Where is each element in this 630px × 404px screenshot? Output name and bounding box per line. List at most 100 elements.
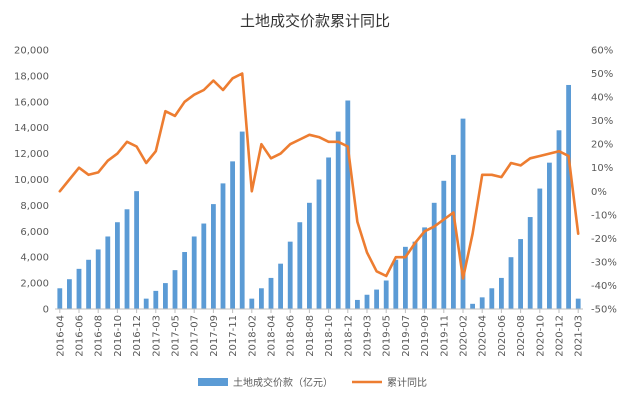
- x-tick-label: 2018-12: [343, 315, 354, 357]
- legend-line-label: 累计同比: [387, 376, 427, 389]
- bar: [287, 241, 293, 309]
- bar: [86, 259, 91, 309]
- x-tick-label: 2016-04: [55, 315, 66, 357]
- bar: [76, 268, 82, 309]
- legend-bar-swatch: [198, 378, 228, 386]
- right-tick-label: 60%: [591, 46, 613, 57]
- right-tick-label: 0%: [591, 187, 607, 198]
- right-tick-label: 40%: [591, 93, 613, 104]
- x-tick-label: 2017-03: [151, 315, 162, 357]
- x-tick-label: 2018-04: [267, 315, 278, 357]
- bar: [412, 241, 418, 309]
- bar: [403, 246, 408, 309]
- right-tick-label: -50%: [591, 305, 617, 316]
- x-tick-label: 2017-05: [171, 315, 182, 357]
- bar: [547, 162, 552, 309]
- bar: [479, 297, 485, 309]
- line-path: [58, 72, 580, 280]
- right-tick-label: 10%: [591, 163, 613, 174]
- right-tick-label: 20%: [591, 140, 613, 151]
- left-tick-label: 8,000: [20, 201, 49, 212]
- bar: [374, 289, 379, 309]
- right-tick-label: -10%: [591, 210, 617, 221]
- bar: [230, 161, 235, 309]
- bar: [431, 202, 437, 309]
- x-tick-label: 2019-03: [363, 315, 374, 357]
- x-tick-label: 2016-08: [94, 315, 105, 357]
- bar-series: [57, 84, 581, 309]
- bar: [575, 298, 581, 309]
- bar: [172, 270, 178, 309]
- bar: [201, 223, 207, 309]
- left-tick-label: 10,000: [14, 175, 49, 186]
- x-axis-ticks: 2016-04 2016-06 2016-08 2016-10 2016-12 2017-…: [55, 309, 585, 357]
- bar: [163, 283, 168, 309]
- left-tick-label: 12,000: [14, 149, 49, 160]
- left-axis-ticks: 0 2,000 4,000 6,000 8,000 10,000 12,000 14,000 1…: [14, 46, 49, 316]
- bar: [537, 188, 543, 309]
- bar: [153, 290, 159, 309]
- x-tick-label: 2016-10: [113, 315, 124, 357]
- bar: [470, 303, 475, 309]
- bar: [307, 202, 312, 309]
- bar: [335, 131, 341, 309]
- legend: 土地成交价款（亿元） 累计同比: [198, 376, 427, 389]
- bar: [249, 298, 255, 309]
- bar: [239, 131, 245, 309]
- x-tick-label: 2018-10: [324, 315, 335, 357]
- bar: [364, 294, 370, 309]
- bar: [527, 217, 533, 309]
- x-tick-label: 2018-02: [247, 315, 258, 357]
- x-tick-label: 2019-07: [401, 315, 412, 357]
- bar: [67, 279, 72, 309]
- bar: [268, 277, 274, 309]
- left-tick-label: 14,000: [14, 123, 49, 134]
- left-tick-label: 2,000: [20, 279, 49, 290]
- x-tick-label: 2019-11: [439, 315, 450, 357]
- bar: [134, 191, 139, 309]
- right-tick-label: 50%: [591, 69, 613, 80]
- right-axis-ticks: -50% -40% -30% -20% -10% 0% 10% 20% 30% 40% 50% 60%: [591, 46, 617, 316]
- bar: [566, 84, 571, 309]
- bar: [124, 209, 130, 309]
- bar: [441, 180, 447, 309]
- x-tick-label: 2020-10: [535, 315, 546, 357]
- bar: [518, 239, 523, 309]
- chart-title: 土地成交价款累计同比: [240, 12, 390, 30]
- left-tick-label: 6,000: [20, 227, 49, 238]
- left-tick-label: 18,000: [14, 71, 49, 82]
- bar: [345, 100, 351, 309]
- x-tick-label: 2017-11: [228, 315, 239, 357]
- x-tick-label: 2017-09: [209, 315, 220, 357]
- bar: [57, 288, 63, 309]
- left-tick-label: 4,000: [20, 253, 49, 264]
- right-tick-label: -30%: [591, 257, 617, 268]
- left-tick-label: 0: [43, 305, 49, 316]
- x-tick-label: 2020-08: [516, 315, 527, 357]
- x-tick-label: 2020-12: [555, 315, 566, 357]
- bar: [259, 288, 264, 309]
- bar: [220, 183, 226, 309]
- bar: [182, 252, 187, 309]
- x-tick-label: 2016-06: [75, 315, 86, 357]
- bar: [297, 222, 303, 309]
- x-tick-label: 2020-02: [459, 315, 470, 357]
- bar: [143, 298, 149, 309]
- right-tick-label: 30%: [591, 116, 613, 127]
- bar: [460, 118, 466, 309]
- bar: [393, 259, 399, 309]
- bar: [499, 277, 504, 309]
- bar: [115, 222, 120, 309]
- bar: [326, 157, 331, 309]
- line-series: [58, 72, 580, 280]
- x-tick-label: 2016-12: [132, 315, 143, 357]
- x-tick-label: 2020-06: [497, 315, 508, 357]
- bar: [451, 154, 456, 309]
- bar: [383, 280, 389, 309]
- bar: [556, 130, 562, 309]
- x-tick-label: 2020-04: [478, 315, 489, 357]
- x-tick-label: 2018-06: [286, 315, 297, 357]
- bar: [316, 179, 322, 309]
